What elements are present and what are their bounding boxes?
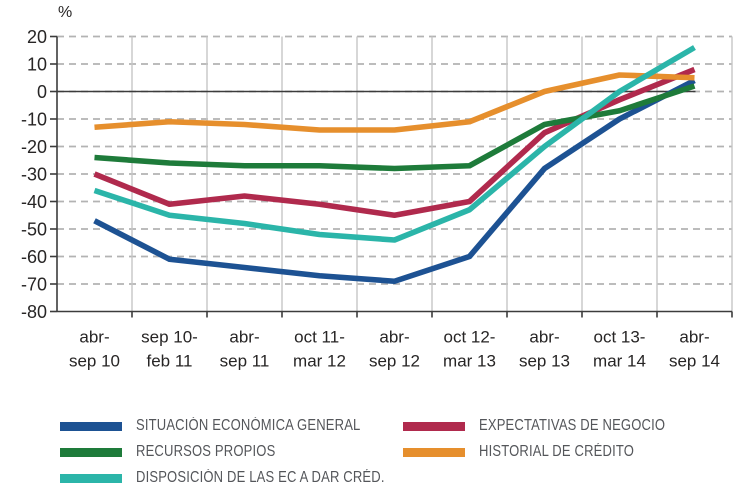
- x-tick-label-line2: sep 12: [369, 352, 420, 371]
- x-tick-label-line1: abr-: [529, 328, 559, 347]
- legend-swatch: [60, 473, 122, 483]
- x-tick-label-line1: sep 10-: [141, 328, 198, 347]
- series-line-2: [94, 83, 696, 172]
- x-tick-label-line1: abr-: [679, 328, 709, 347]
- legend-item: EXPECTATIVAS DE NEGOCIO: [403, 413, 701, 439]
- x-tick-label-line2: mar 12: [293, 352, 346, 371]
- legend-swatch: [60, 447, 122, 457]
- legend-column-1: SITUACIÓN ECONÓMICA GENERAL RECURSOS PRO…: [60, 413, 432, 491]
- chart-canvas: 20 10 0 -10 -20 -30 -40 -50 -60 -70 -80% abr-sep 10…: [21, 4, 733, 371]
- y-tick-label: -20: [21, 137, 47, 157]
- y-tick-label: 20: [27, 27, 47, 47]
- legend-swatch: [403, 447, 465, 457]
- legend-item: DISPOSICIÓN DE LAS EC A DAR CRÉD.: [60, 465, 432, 491]
- x-tick-label-line1: oct 11-: [294, 328, 345, 347]
- legend-swatch: [403, 421, 465, 431]
- x-tick-label-line1: abr-: [379, 328, 409, 347]
- legend-label: EXPECTATIVAS DE NEGOCIO: [479, 417, 666, 434]
- y-tick-label: -60: [21, 247, 47, 267]
- x-tick-label-line2: sep 11: [220, 352, 270, 371]
- legend-swatch: [60, 421, 122, 431]
- series-line-4: [93, 45, 696, 243]
- y-tick-label: -40: [21, 192, 47, 212]
- y-tick-label: 0: [37, 82, 47, 102]
- legend-label: SITUACIÓN ECONÓMICA GENERAL: [136, 417, 361, 434]
- series-line-3: [94, 72, 695, 133]
- x-tick-label-line2: feb 11: [146, 352, 192, 371]
- y-tick-label: -70: [21, 275, 47, 295]
- y-tick-label: -10: [21, 110, 47, 130]
- legend-item: SITUACIÓN ECONÓMICA GENERAL: [60, 413, 432, 439]
- x-tick-label-line1: abr-: [79, 328, 109, 347]
- x-tick-label-line1: oct 13-: [594, 328, 646, 347]
- legend-item: RECURSOS PROPIOS: [60, 439, 432, 465]
- x-tick-label-line2: sep 13: [519, 352, 570, 371]
- line-chart: 20 10 0 -10 -20 -30 -40 -50 -60 -70 -80% abr-sep 10…: [21, 4, 733, 371]
- legend-column-2: EXPECTATIVAS DE NEGOCIO HISTORIAL DE CRÉ…: [403, 413, 701, 465]
- x-tick-label-line1: abr-: [229, 328, 259, 347]
- y-tick-label: 10: [27, 55, 47, 75]
- x-tick-label-line2: mar 14: [593, 352, 646, 371]
- x-tick-label-line1: oct 12-: [444, 328, 496, 347]
- y-tick-label: -30: [21, 165, 47, 185]
- legend-item: HISTORIAL DE CRÉDITO: [403, 439, 701, 465]
- legend-label: DISPOSICIÓN DE LAS EC A DAR CRÉD.: [136, 469, 385, 486]
- x-tick-label-line2: sep 10: [69, 352, 120, 371]
- x-tick-label-line2: mar 13: [443, 352, 496, 371]
- y-tick-label: -50: [21, 220, 47, 240]
- series-line-0: [93, 78, 696, 285]
- legend-label: HISTORIAL DE CRÉDITO: [479, 443, 635, 460]
- legend-label: RECURSOS PROPIOS: [136, 443, 276, 460]
- x-tick-label-line2: sep 14: [669, 352, 720, 371]
- y-tick-label: -80: [21, 302, 47, 322]
- legend: SITUACIÓN ECONÓMICA GENERAL RECURSOS PRO…: [0, 413, 754, 494]
- y-axis-unit-label: %: [58, 4, 72, 21]
